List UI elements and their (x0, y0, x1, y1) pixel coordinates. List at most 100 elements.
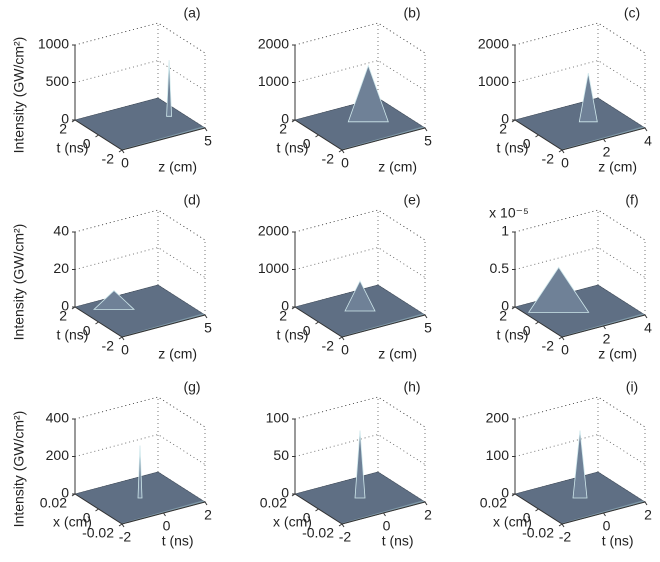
box-edge (515, 23, 645, 53)
x-tick-label: -2 (542, 151, 555, 167)
figure: 05001000-20205t (ns)z (cm)(a)Intensity (… (0, 0, 660, 562)
z-tick-label: 1000 (478, 73, 509, 89)
grid-line (295, 248, 425, 278)
z-axis-label: Intensity (GW/cm²) (11, 411, 27, 528)
tick-mark (425, 128, 427, 131)
y-axis-label: z (cm) (158, 159, 197, 175)
surface-floor (75, 285, 205, 337)
tick-mark (536, 135, 539, 137)
surface-peak (579, 73, 597, 122)
surface-floor (515, 98, 645, 150)
x-axis-label: t (ns) (277, 140, 309, 156)
tick-mark (342, 524, 344, 527)
tick-mark (205, 128, 207, 131)
y-tick-label: 2 (424, 507, 432, 523)
tick-mark (119, 524, 122, 526)
z-tick-label: 400 (46, 410, 70, 426)
y-tick-label: 2 (603, 331, 611, 347)
z-tick-label: 100 (266, 410, 290, 426)
panel-label: (i) (626, 379, 638, 395)
z-tick-label: 2000 (478, 36, 509, 52)
tick-mark (562, 150, 564, 153)
y-tick-label: 0 (341, 155, 349, 171)
box-edge (515, 210, 645, 240)
x-tick-label: -2 (322, 151, 335, 167)
y-tick-label: 4 (644, 133, 652, 149)
tick-mark (342, 337, 344, 340)
tick-mark (536, 509, 539, 511)
grid-line (75, 397, 205, 427)
tick-mark (562, 524, 564, 527)
surface-peak (348, 66, 388, 122)
panel-label: (b) (403, 5, 420, 21)
grid-line (295, 210, 425, 240)
tick-mark (559, 524, 562, 526)
surface-peak (138, 446, 142, 499)
y-axis-label: z (cm) (598, 159, 637, 175)
x-axis-label: t (ns) (57, 140, 89, 156)
x-axis-label: t (ns) (57, 327, 89, 343)
panel-label: (h) (403, 379, 420, 395)
tick-mark (645, 128, 647, 131)
y-tick-label: 0 (341, 342, 349, 358)
tick-mark (316, 509, 319, 511)
z-multiplier: x 10⁻⁵ (489, 205, 529, 221)
box-edge (75, 23, 205, 53)
y-tick-label: 0 (561, 342, 569, 358)
y-axis-label: t (ns) (382, 533, 414, 549)
z-tick-label: 100 (486, 447, 510, 463)
box-edge (295, 210, 425, 240)
grid-line (75, 248, 205, 278)
z-tick-label: 40 (53, 223, 69, 239)
x-axis-label: t (ns) (277, 327, 309, 343)
grid-line (515, 61, 645, 91)
surface-floor (75, 98, 205, 150)
y-tick-label: -2 (339, 529, 352, 545)
grid-line (515, 23, 645, 53)
tick-mark (96, 135, 99, 137)
tick-mark (122, 337, 124, 340)
z-tick-label: 1000 (258, 260, 289, 276)
y-tick-label: 0 (121, 342, 129, 358)
y-tick-label: 5 (424, 320, 432, 336)
x-tick-label: -2 (542, 338, 555, 354)
y-tick-label: 5 (204, 320, 212, 336)
x-tick-label: 2 (499, 308, 507, 324)
grid-line (295, 61, 425, 91)
tick-mark (425, 502, 427, 505)
y-tick-label: 0 (561, 155, 569, 171)
surface-peak (573, 431, 587, 499)
x-axis-label: t (ns) (497, 140, 529, 156)
tick-mark (96, 322, 99, 324)
y-tick-label: -2 (559, 529, 572, 545)
x-tick-label: -2 (102, 151, 115, 167)
y-axis-label: t (ns) (602, 533, 634, 549)
x-tick-label: -2 (102, 338, 115, 354)
box-edge (295, 397, 425, 427)
tick-mark (604, 326, 606, 329)
x-tick-label: 2 (279, 308, 287, 324)
tick-mark (562, 337, 564, 340)
z-axis-label: Intensity (GW/cm²) (11, 37, 27, 154)
tick-mark (339, 524, 342, 526)
grid-line (515, 397, 645, 427)
y-axis-label: z (cm) (158, 346, 197, 362)
y-axis-label: z (cm) (598, 346, 637, 362)
tick-mark (122, 524, 124, 527)
x-tick-label: 0.02 (40, 495, 67, 511)
grid-line (75, 23, 205, 53)
tick-mark (122, 150, 124, 153)
tick-mark (205, 315, 207, 318)
tick-mark (604, 513, 606, 516)
box-edge (295, 23, 425, 53)
x-tick-label: 2 (59, 308, 67, 324)
x-tick-label: 2 (279, 121, 287, 137)
z-tick-label: 0.5 (490, 260, 510, 276)
box-edge (515, 397, 645, 427)
y-tick-label: 0 (163, 518, 171, 534)
y-axis-label: z (cm) (378, 346, 417, 362)
tick-mark (645, 502, 647, 505)
panel-label: (f) (625, 192, 638, 208)
z-tick-label: 1000 (258, 73, 289, 89)
z-axis-label: Intensity (GW/cm²) (11, 224, 27, 341)
